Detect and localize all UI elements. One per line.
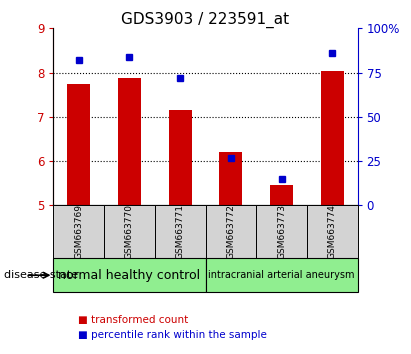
Bar: [256, 205, 307, 258]
Bar: [206, 205, 256, 258]
Bar: [270, 185, 293, 205]
Title: GDS3903 / 223591_at: GDS3903 / 223591_at: [121, 12, 290, 28]
Text: GSM663772: GSM663772: [226, 204, 236, 259]
Text: GSM663774: GSM663774: [328, 204, 337, 259]
Bar: [169, 110, 192, 205]
Text: GSM663769: GSM663769: [74, 204, 83, 259]
Bar: [104, 205, 155, 258]
Bar: [321, 71, 344, 205]
Text: ■ percentile rank within the sample: ■ percentile rank within the sample: [78, 330, 267, 339]
Text: ■ transformed count: ■ transformed count: [78, 315, 188, 325]
Bar: [67, 84, 90, 205]
Bar: [53, 205, 104, 258]
Text: GSM663773: GSM663773: [277, 204, 286, 259]
Bar: [307, 205, 358, 258]
Text: disease state: disease state: [4, 270, 78, 280]
Bar: [206, 258, 358, 292]
Bar: [53, 258, 206, 292]
Text: GSM663771: GSM663771: [175, 204, 185, 259]
Bar: [155, 205, 206, 258]
Bar: [219, 152, 242, 205]
Text: normal healthy control: normal healthy control: [58, 269, 201, 282]
Text: intracranial arterial aneurysm: intracranial arterial aneurysm: [208, 270, 355, 280]
Bar: [118, 78, 141, 205]
Text: GSM663770: GSM663770: [125, 204, 134, 259]
